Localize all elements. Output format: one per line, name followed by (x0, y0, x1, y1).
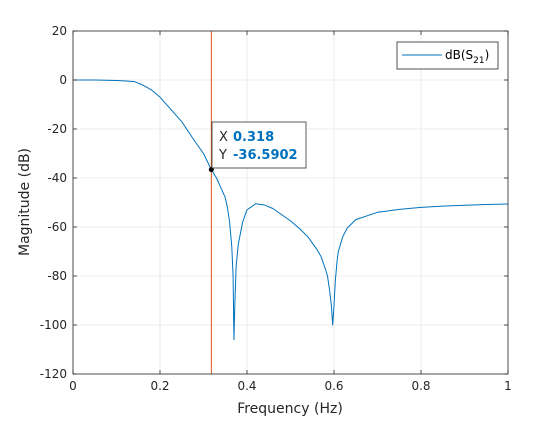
x-tick-label: 0.4 (237, 379, 256, 393)
y-tick-label: -20 (47, 122, 67, 136)
y-tick-label: 0 (59, 73, 67, 87)
datatip-y-value: -36.5902 (233, 148, 298, 163)
y-tick-label: -100 (40, 318, 67, 332)
legend[interactable]: dB(S21) (396, 41, 499, 70)
ticks: 0 0.2 0.4 0.6 0.8 1 20 0 -20 -40 -60 -80 -100 -120 (40, 24, 512, 393)
grid (72, 30, 509, 375)
series-line (73, 79, 509, 341)
datatip-x-value: 0.318 (233, 130, 274, 145)
y-tick-label: -60 (47, 220, 67, 234)
x-tick-label: 0 (69, 379, 77, 393)
datatip-y-label: Y (218, 148, 227, 163)
datatip[interactable]: X 0.318 Y -36.5902 (211, 121, 307, 169)
x-tick-label: 1 (504, 379, 512, 393)
y-tick-label: -120 (40, 367, 67, 381)
y-tick-label: 20 (52, 24, 67, 38)
y-axis-label: Magnitude (dB) (17, 148, 33, 256)
axes-box (72, 30, 509, 375)
y-tick-label: -80 (47, 269, 67, 283)
datatip-x-label: X (219, 130, 228, 145)
x-tick-label: 0.8 (411, 379, 430, 393)
series-layer (73, 79, 509, 341)
y-tick-label: -40 (47, 171, 67, 185)
x-tick-label: 0.2 (150, 379, 169, 393)
x-tick-label: 0.6 (324, 379, 343, 393)
legend-label: dB(S21) (445, 48, 489, 66)
x-axis-label: Frequency (Hz) (237, 401, 343, 417)
datatip-box (211, 121, 307, 169)
